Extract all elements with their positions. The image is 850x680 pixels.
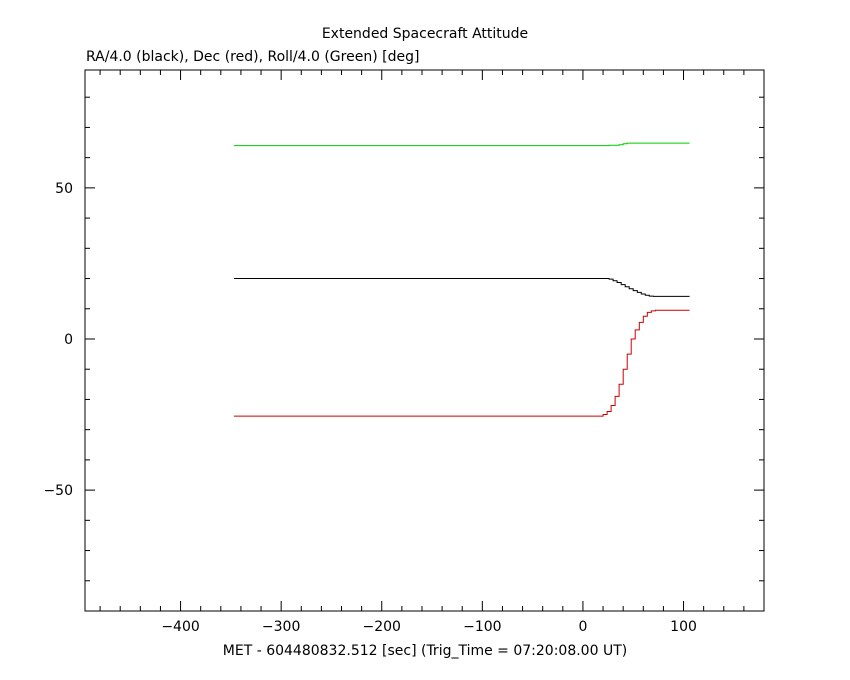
x-tick-label: −100 <box>463 619 501 635</box>
y-tick-label: 50 <box>55 181 73 197</box>
series-layer <box>233 142 690 417</box>
chart-subtitle: RA/4.0 (black), Dec (red), Roll/4.0 (Gre… <box>86 49 419 65</box>
x-tick-label: 100 <box>670 619 697 635</box>
axis-ticks <box>85 70 765 611</box>
x-axis-label: MET - 604480832.512 [sec] (Trig_Time = 0… <box>223 643 627 659</box>
tick-labels: −400 −300 −200 −100 0 100 −50 0 50 <box>43 181 696 635</box>
y-tick-label: −50 <box>43 483 73 499</box>
x-tick-label: −400 <box>161 619 199 635</box>
chart-title: Extended Spacecraft Attitude <box>322 26 528 42</box>
series-dec-line <box>233 309 690 417</box>
y-tick-label: 0 <box>64 332 73 348</box>
series-roll-4-0-line <box>233 142 690 147</box>
x-tick-label: −300 <box>262 619 300 635</box>
series-ra-4-0-line <box>233 278 690 297</box>
x-tick-label: 0 <box>578 619 587 635</box>
plot-frame <box>84 69 765 612</box>
x-tick-label: −200 <box>363 619 401 635</box>
